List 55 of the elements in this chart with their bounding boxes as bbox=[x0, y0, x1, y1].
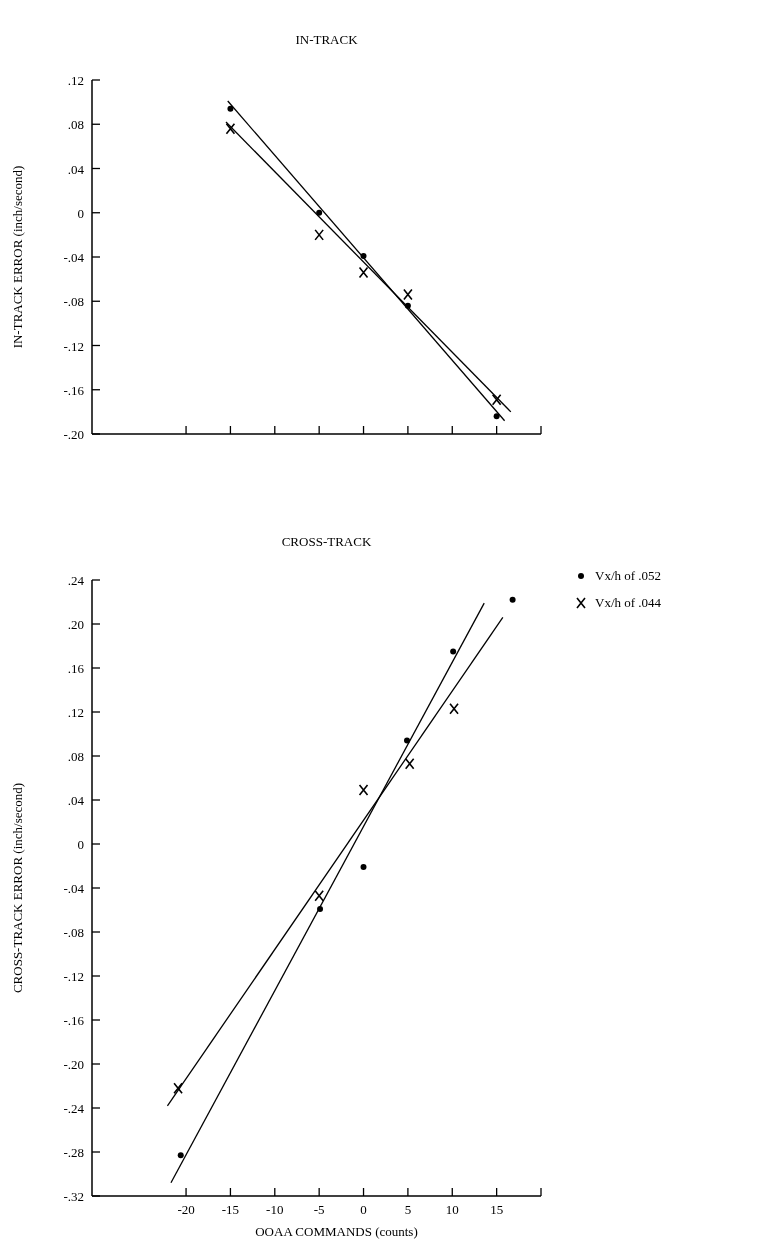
x-tick-label: 5 bbox=[404, 1202, 412, 1217]
point bbox=[358, 784, 369, 796]
point bbox=[316, 209, 323, 216]
y-tick-label: .24 bbox=[67, 573, 85, 588]
point bbox=[403, 288, 413, 301]
point bbox=[360, 864, 367, 871]
x-tick-label: 0 bbox=[360, 1202, 367, 1217]
y-tick-label: -.16 bbox=[63, 1013, 85, 1028]
y-tick-label: .04 bbox=[67, 793, 85, 808]
y-tick-label: -.20 bbox=[63, 427, 84, 442]
y-tick-label: .12 bbox=[67, 73, 84, 88]
y-tick-label: 0 bbox=[77, 837, 84, 852]
y-axis-title: IN-TRACK ERROR (inch/second) bbox=[10, 165, 25, 349]
y-tick-label: -.04 bbox=[63, 250, 85, 265]
point bbox=[491, 393, 502, 406]
chart-title: IN-TRACK bbox=[295, 32, 359, 47]
y-tick-label: -.12 bbox=[63, 338, 84, 354]
x-tick-label: -10 bbox=[266, 1202, 284, 1217]
x-tick-label: -5 bbox=[313, 1202, 325, 1217]
y-tick-label: -.12 bbox=[63, 969, 84, 984]
point bbox=[314, 229, 324, 241]
y-tick-label: -.20 bbox=[63, 1057, 84, 1072]
x-tick-label: 15 bbox=[490, 1202, 504, 1217]
y-tick-label: -.28 bbox=[63, 1145, 84, 1160]
y-tick-label: .08 bbox=[67, 749, 84, 764]
y-tick-label: .20 bbox=[67, 617, 84, 632]
y-tick-label: .08 bbox=[67, 117, 84, 133]
point bbox=[173, 1082, 183, 1094]
y-tick-label: -.24 bbox=[63, 1101, 85, 1116]
x-tick-label: -20 bbox=[177, 1202, 195, 1217]
x-tick-label: 10 bbox=[445, 1202, 459, 1217]
y-tick-label: -.32 bbox=[63, 1189, 84, 1204]
y-tick-label: -.04 bbox=[63, 881, 85, 896]
y-tick-label: .16 bbox=[67, 661, 85, 676]
y-tick-label: .04 bbox=[67, 161, 85, 177]
y-tick-label: -.16 bbox=[63, 382, 85, 398]
point bbox=[314, 889, 324, 902]
point bbox=[177, 1152, 184, 1159]
y-tick-label: -.08 bbox=[63, 294, 84, 310]
point bbox=[493, 413, 500, 420]
y-tick-label: 0 bbox=[77, 205, 84, 221]
y-axis-title: CROSS-TRACK ERROR (inch/second) bbox=[10, 782, 25, 994]
point bbox=[404, 757, 415, 770]
point bbox=[449, 702, 459, 715]
point bbox=[509, 596, 516, 603]
y-tick-label: -.08 bbox=[63, 925, 84, 940]
x-axis-title: OOAA COMMANDS (counts) bbox=[255, 1224, 418, 1239]
point bbox=[450, 648, 457, 655]
point bbox=[227, 105, 234, 112]
chart-title: CROSS-TRACK bbox=[281, 534, 372, 549]
point bbox=[358, 266, 369, 279]
x-tick-label: -15 bbox=[221, 1202, 240, 1217]
legend-label: Vx/h of .052 bbox=[595, 568, 662, 583]
y-tick-label: .12 bbox=[67, 705, 84, 720]
legend-label: Vx/h of .044 bbox=[595, 595, 662, 610]
